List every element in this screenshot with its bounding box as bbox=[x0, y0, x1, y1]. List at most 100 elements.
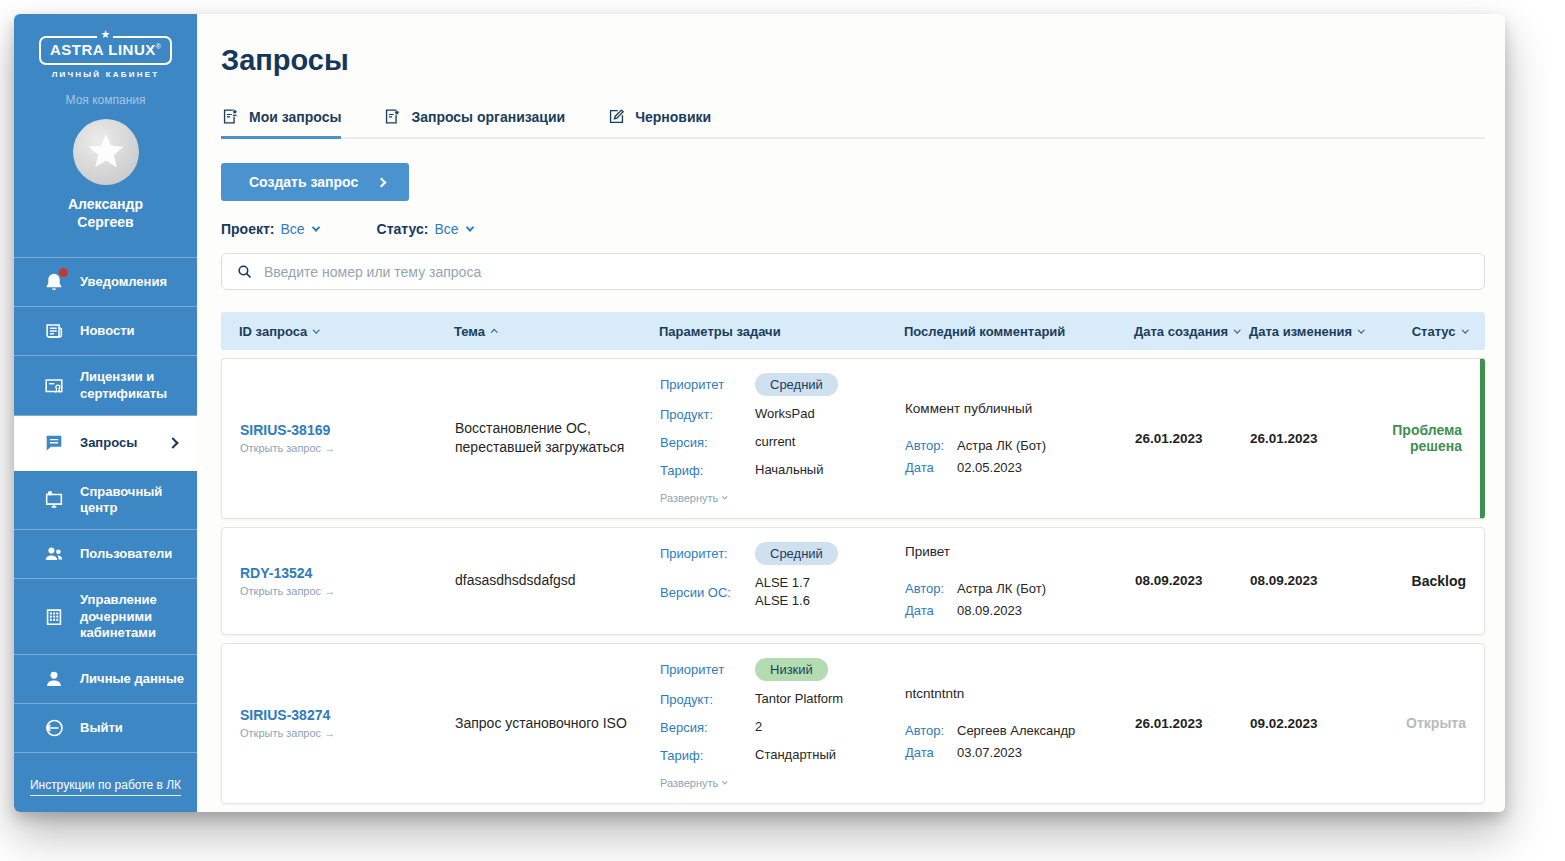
param-value: WorksPad bbox=[755, 405, 815, 424]
column-header-3: Параметры задачи bbox=[659, 324, 904, 339]
sidebar-item-bell[interactable]: Уведомления bbox=[14, 258, 197, 307]
param-label: Версия: bbox=[660, 720, 755, 735]
sort-chevron-down-icon bbox=[1358, 326, 1364, 332]
tab-drafts[interactable]: Черновики bbox=[607, 107, 711, 139]
sidebar: ★ ASTRA LINUX® ЛИЧНЫЙ КАБИНЕТ Моя компан… bbox=[14, 14, 197, 812]
comment-author: Астра ЛК (Бот) bbox=[957, 581, 1046, 596]
sidebar-item-help[interactable]: Справочный центр bbox=[14, 471, 197, 531]
chevron-right-icon bbox=[167, 437, 178, 448]
author-label: Автор: bbox=[905, 438, 957, 453]
sidebar-item-org[interactable]: Управление дочерними кабинетами bbox=[14, 579, 197, 655]
open-request-link[interactable]: Открыть запрос → bbox=[240, 585, 455, 597]
avatar bbox=[73, 119, 139, 185]
param-row: Версия:current bbox=[660, 433, 905, 452]
author-label: Автор: bbox=[905, 723, 957, 738]
bell-icon bbox=[43, 271, 65, 293]
filter-value: Все bbox=[280, 221, 304, 237]
request-id-link[interactable]: SIRIUS-38274 bbox=[240, 707, 455, 723]
request-list: SIRIUS-38169 Открыть запрос → Восстановл… bbox=[221, 358, 1485, 812]
param-value: 2 bbox=[755, 718, 762, 737]
chevron-down-icon bbox=[465, 223, 473, 231]
comment-date: 02.05.2023 bbox=[957, 460, 1022, 475]
column-label: Тема bbox=[454, 324, 485, 339]
help-icon bbox=[43, 489, 65, 511]
sidebar-item-label: Личные данные bbox=[80, 671, 184, 687]
sidebar-item-logout[interactable]: Выйти bbox=[14, 704, 197, 753]
request-params: ПриоритетНизкийПродукт:Tantor PlatformВе… bbox=[660, 658, 905, 789]
license-icon bbox=[43, 375, 65, 397]
param-row: Тариф:Начальный bbox=[660, 461, 905, 480]
request-params: ПриоритетСреднийПродукт:WorksPadВерсия:c… bbox=[660, 373, 905, 504]
column-label: Дата создания bbox=[1134, 324, 1228, 339]
request-params: Приоритет:СреднийВерсии ОС:ALSE 1.7 ALSE… bbox=[660, 542, 905, 621]
param-label: Тариф: bbox=[660, 748, 755, 763]
create-request-button[interactable]: Создать запрос bbox=[221, 163, 409, 201]
column-header-1[interactable]: ID запроса bbox=[239, 324, 454, 339]
table-header: ID запросаТемаПараметры задачиПоследний … bbox=[221, 312, 1485, 350]
priority-badge: Низкий bbox=[755, 658, 828, 681]
drafts-icon bbox=[607, 107, 626, 126]
column-header-2[interactable]: Тема bbox=[454, 324, 659, 339]
sidebar-item-person[interactable]: Личные данные bbox=[14, 655, 197, 704]
request-id-link[interactable]: SIRIUS-38169 bbox=[240, 422, 455, 438]
search-input[interactable] bbox=[264, 264, 1470, 280]
project-filter[interactable]: Проект: Все bbox=[221, 221, 319, 237]
created-date: 26.01.2023 bbox=[1135, 658, 1250, 789]
column-header-6[interactable]: Дата изменения bbox=[1249, 324, 1389, 339]
param-label: Приоритет bbox=[660, 377, 755, 392]
param-label: Продукт: bbox=[660, 692, 755, 707]
sort-chevron-up-icon bbox=[491, 329, 497, 335]
instructions-link[interactable]: Инструкции по работе в ЛК bbox=[30, 778, 181, 796]
status-filter[interactable]: Статус: Все bbox=[377, 221, 473, 237]
request-id-link[interactable]: RDY-13524 bbox=[240, 565, 455, 581]
sidebar-item-chat[interactable]: Запросы bbox=[14, 416, 197, 471]
main-content: Запросы Мои запросы Запросы организации … bbox=[197, 14, 1505, 812]
sidebar-item-label: Лицензии и сертификаты bbox=[80, 369, 187, 402]
sidebar-item-label: Пользователи bbox=[80, 546, 172, 562]
avatar-star-icon bbox=[84, 130, 128, 174]
sidebar-item-label: Запросы bbox=[80, 435, 137, 451]
logout-icon bbox=[43, 717, 65, 739]
last-comment: Привет Автор:Астра ЛК (Бот) Дата08.09.20… bbox=[905, 542, 1135, 621]
param-row: ПриоритетСредний bbox=[660, 373, 905, 396]
expand-link[interactable]: Развернуть bbox=[660, 777, 905, 789]
request-row: SIRIUS-38169 Открыть запрос → Восстановл… bbox=[221, 358, 1485, 519]
chevron-down-icon bbox=[723, 494, 728, 499]
user-name: Александр Сергеев bbox=[14, 195, 197, 231]
column-header-7[interactable]: Статус bbox=[1389, 324, 1467, 339]
comment-text: ntcntntntn bbox=[905, 686, 1119, 701]
column-label: ID запроса bbox=[239, 324, 307, 339]
status-text: Backlog bbox=[1412, 573, 1466, 589]
sidebar-item-label: Управление дочерними кабинетами bbox=[80, 592, 187, 641]
logo-star-icon: ★ bbox=[98, 29, 114, 39]
last-comment: Коммент публичный Автор:Астра ЛК (Бот) Д… bbox=[905, 373, 1135, 504]
brand-name: ASTRA LINUX bbox=[50, 41, 156, 58]
brand-tagline: ЛИЧНЫЙ КАБИНЕТ bbox=[14, 70, 197, 79]
expand-link[interactable]: Развернуть bbox=[660, 492, 905, 504]
param-value: current bbox=[755, 433, 795, 452]
sort-chevron-down-icon bbox=[313, 326, 319, 332]
app-window: ★ ASTRA LINUX® ЛИЧНЫЙ КАБИНЕТ Моя компан… bbox=[14, 14, 1505, 812]
sidebar-item-users[interactable]: Пользователи bbox=[14, 530, 197, 579]
request-row: SIRIUS-38274 Открыть запрос → Запрос уст… bbox=[221, 643, 1485, 804]
sort-chevron-down-icon bbox=[1234, 326, 1240, 332]
comment-author: Астра ЛК (Бот) bbox=[957, 438, 1046, 453]
tab-org-requests[interactable]: Запросы организации bbox=[383, 107, 565, 139]
date-label: Дата bbox=[905, 460, 957, 475]
tabs-bar: Мои запросы Запросы организации Черновик… bbox=[221, 107, 1485, 139]
users-icon bbox=[43, 543, 65, 565]
modified-date: 26.01.2023 bbox=[1250, 373, 1390, 504]
request-theme: dfasasdhsdsdafgsd bbox=[455, 542, 660, 621]
create-request-label: Создать запрос bbox=[249, 174, 358, 190]
column-label: Статус bbox=[1412, 324, 1456, 339]
open-request-link[interactable]: Открыть запрос → bbox=[240, 727, 455, 739]
sidebar-item-news[interactable]: Новости bbox=[14, 307, 197, 356]
modified-date: 09.02.2023 bbox=[1250, 658, 1390, 789]
sidebar-item-license[interactable]: Лицензии и сертификаты bbox=[14, 356, 197, 416]
tab-my-requests[interactable]: Мои запросы bbox=[221, 107, 341, 139]
param-value: Tantor Platform bbox=[755, 690, 843, 709]
open-request-link[interactable]: Открыть запрос → bbox=[240, 442, 455, 454]
filter-value: Все bbox=[434, 221, 458, 237]
column-header-5[interactable]: Дата создания bbox=[1134, 324, 1249, 339]
filter-label: Проект: bbox=[221, 221, 274, 237]
